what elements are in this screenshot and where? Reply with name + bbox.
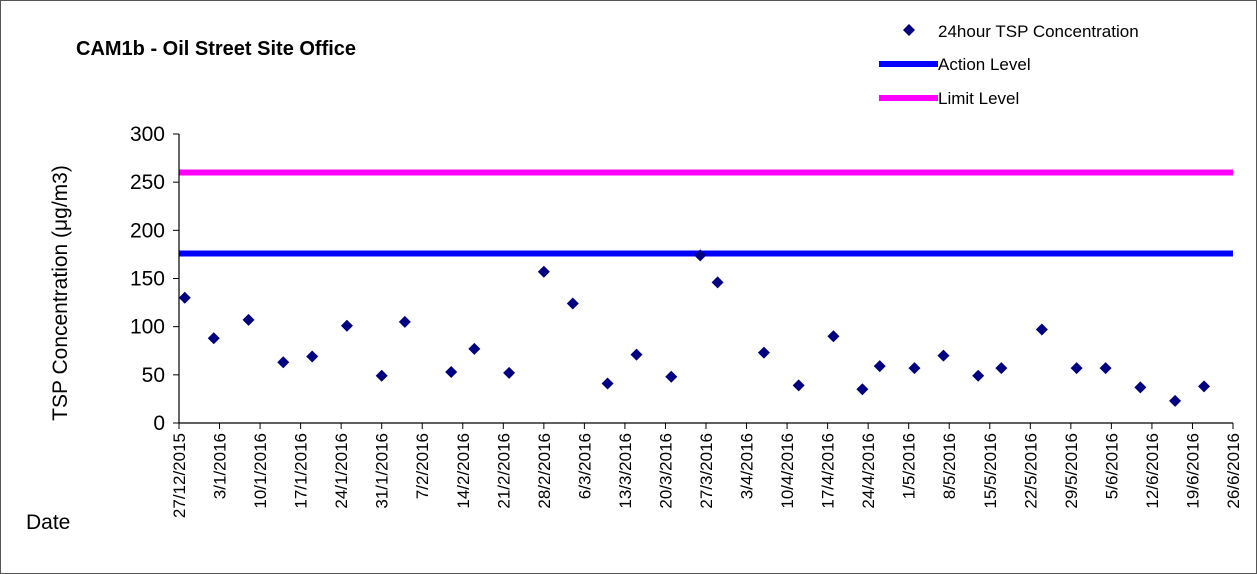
data-point	[1070, 362, 1083, 375]
data-point	[340, 319, 353, 332]
data-point	[178, 291, 191, 304]
x-tick-label: 17/1/2016	[292, 433, 311, 509]
x-tick-label: 24/4/2016	[859, 433, 878, 509]
data-point	[665, 370, 678, 383]
x-tick-label: 3/1/2016	[211, 433, 230, 499]
y-tick-label: 0	[153, 412, 165, 435]
data-point	[503, 366, 516, 379]
legend-label-action: Action Level	[938, 55, 1031, 74]
x-tick-label: 22/5/2016	[1021, 433, 1040, 509]
data-point	[1035, 323, 1048, 336]
data-point	[207, 332, 220, 345]
data-point	[856, 383, 869, 396]
data-point	[757, 346, 770, 359]
x-tick-label: 10/4/2016	[778, 433, 797, 509]
legend-label-limit: Limit Level	[938, 89, 1019, 108]
x-tick-label: 28/2/2016	[535, 433, 554, 509]
x-tick-label: 27/3/2016	[697, 433, 716, 509]
x-tick-label: 5/6/2016	[1102, 433, 1121, 499]
x-tick-label: 6/3/2016	[575, 433, 594, 499]
x-tick-label: 21/2/2016	[494, 433, 513, 509]
data-point	[972, 369, 985, 382]
data-point	[908, 362, 921, 375]
data-point	[566, 297, 579, 310]
data-point	[398, 315, 411, 328]
x-tick-label: 8/5/2016	[940, 433, 959, 499]
y-tick-label: 300	[130, 123, 165, 146]
x-tick-label: 14/2/2016	[454, 433, 473, 509]
data-point	[630, 348, 643, 361]
data-point	[1169, 394, 1182, 407]
x-tick-label: 27/12/2015	[170, 433, 189, 518]
data-point	[468, 342, 481, 355]
data-point	[937, 349, 950, 362]
x-tick-label: 1/5/2016	[900, 433, 919, 499]
x-tick-label: 15/5/2016	[981, 433, 1000, 509]
y-tick-label: 200	[130, 219, 165, 242]
data-point	[792, 379, 805, 392]
data-point	[375, 369, 388, 382]
legend: 24hour TSP Concentration Action Level Li…	[879, 22, 1139, 108]
x-tick-label: 13/3/2016	[616, 433, 635, 509]
x-tick-label: 20/3/2016	[656, 433, 675, 509]
y-axis-title: TSP Concentration (μg/m3)	[49, 165, 72, 421]
data-point	[601, 377, 614, 390]
x-tick-label: 3/4/2016	[738, 433, 757, 499]
x-tick-label: 29/5/2016	[1062, 433, 1081, 509]
x-tick-label: 10/1/2016	[251, 433, 270, 509]
data-point	[1099, 362, 1112, 375]
x-tick-label: 19/6/2016	[1183, 433, 1202, 509]
data-point	[1134, 381, 1147, 394]
axes	[178, 134, 1233, 424]
data-point	[711, 276, 724, 289]
data-points	[178, 249, 1211, 407]
legend-label-tsp: 24hour TSP Concentration	[938, 22, 1139, 41]
legend-marker-tsp	[903, 24, 915, 36]
data-point	[873, 360, 886, 373]
x-tick-label: 26/6/2016	[1224, 433, 1243, 509]
y-tick-label: 150	[130, 268, 165, 291]
data-point	[242, 313, 255, 326]
x-tick-label: 12/6/2016	[1143, 433, 1162, 509]
data-point	[1198, 380, 1211, 393]
y-tick-label: 250	[130, 171, 165, 194]
x-axis-title: Date	[26, 511, 70, 534]
data-point	[995, 362, 1008, 375]
x-tick-label: 31/1/2016	[373, 433, 392, 509]
data-point	[537, 265, 550, 278]
y-tick-label: 100	[130, 316, 165, 339]
y-tick-label: 50	[142, 364, 165, 387]
chart-title: CAM1b - Oil Street Site Office	[76, 38, 356, 60]
x-ticks: 27/12/2015 3/1/2016 10/1/2016 17/1/2016 24/1…	[170, 423, 1243, 518]
data-point	[827, 330, 840, 343]
reference-lines	[179, 169, 1233, 257]
x-tick-label: 17/4/2016	[819, 433, 838, 509]
data-point	[694, 249, 707, 262]
x-tick-label: 24/1/2016	[332, 433, 351, 509]
data-point	[277, 356, 290, 369]
data-point	[445, 365, 458, 378]
data-point	[306, 350, 319, 363]
x-tick-label: 7/2/2016	[413, 433, 432, 499]
y-ticks: 0 50 100 150 200 250 300	[130, 123, 179, 435]
